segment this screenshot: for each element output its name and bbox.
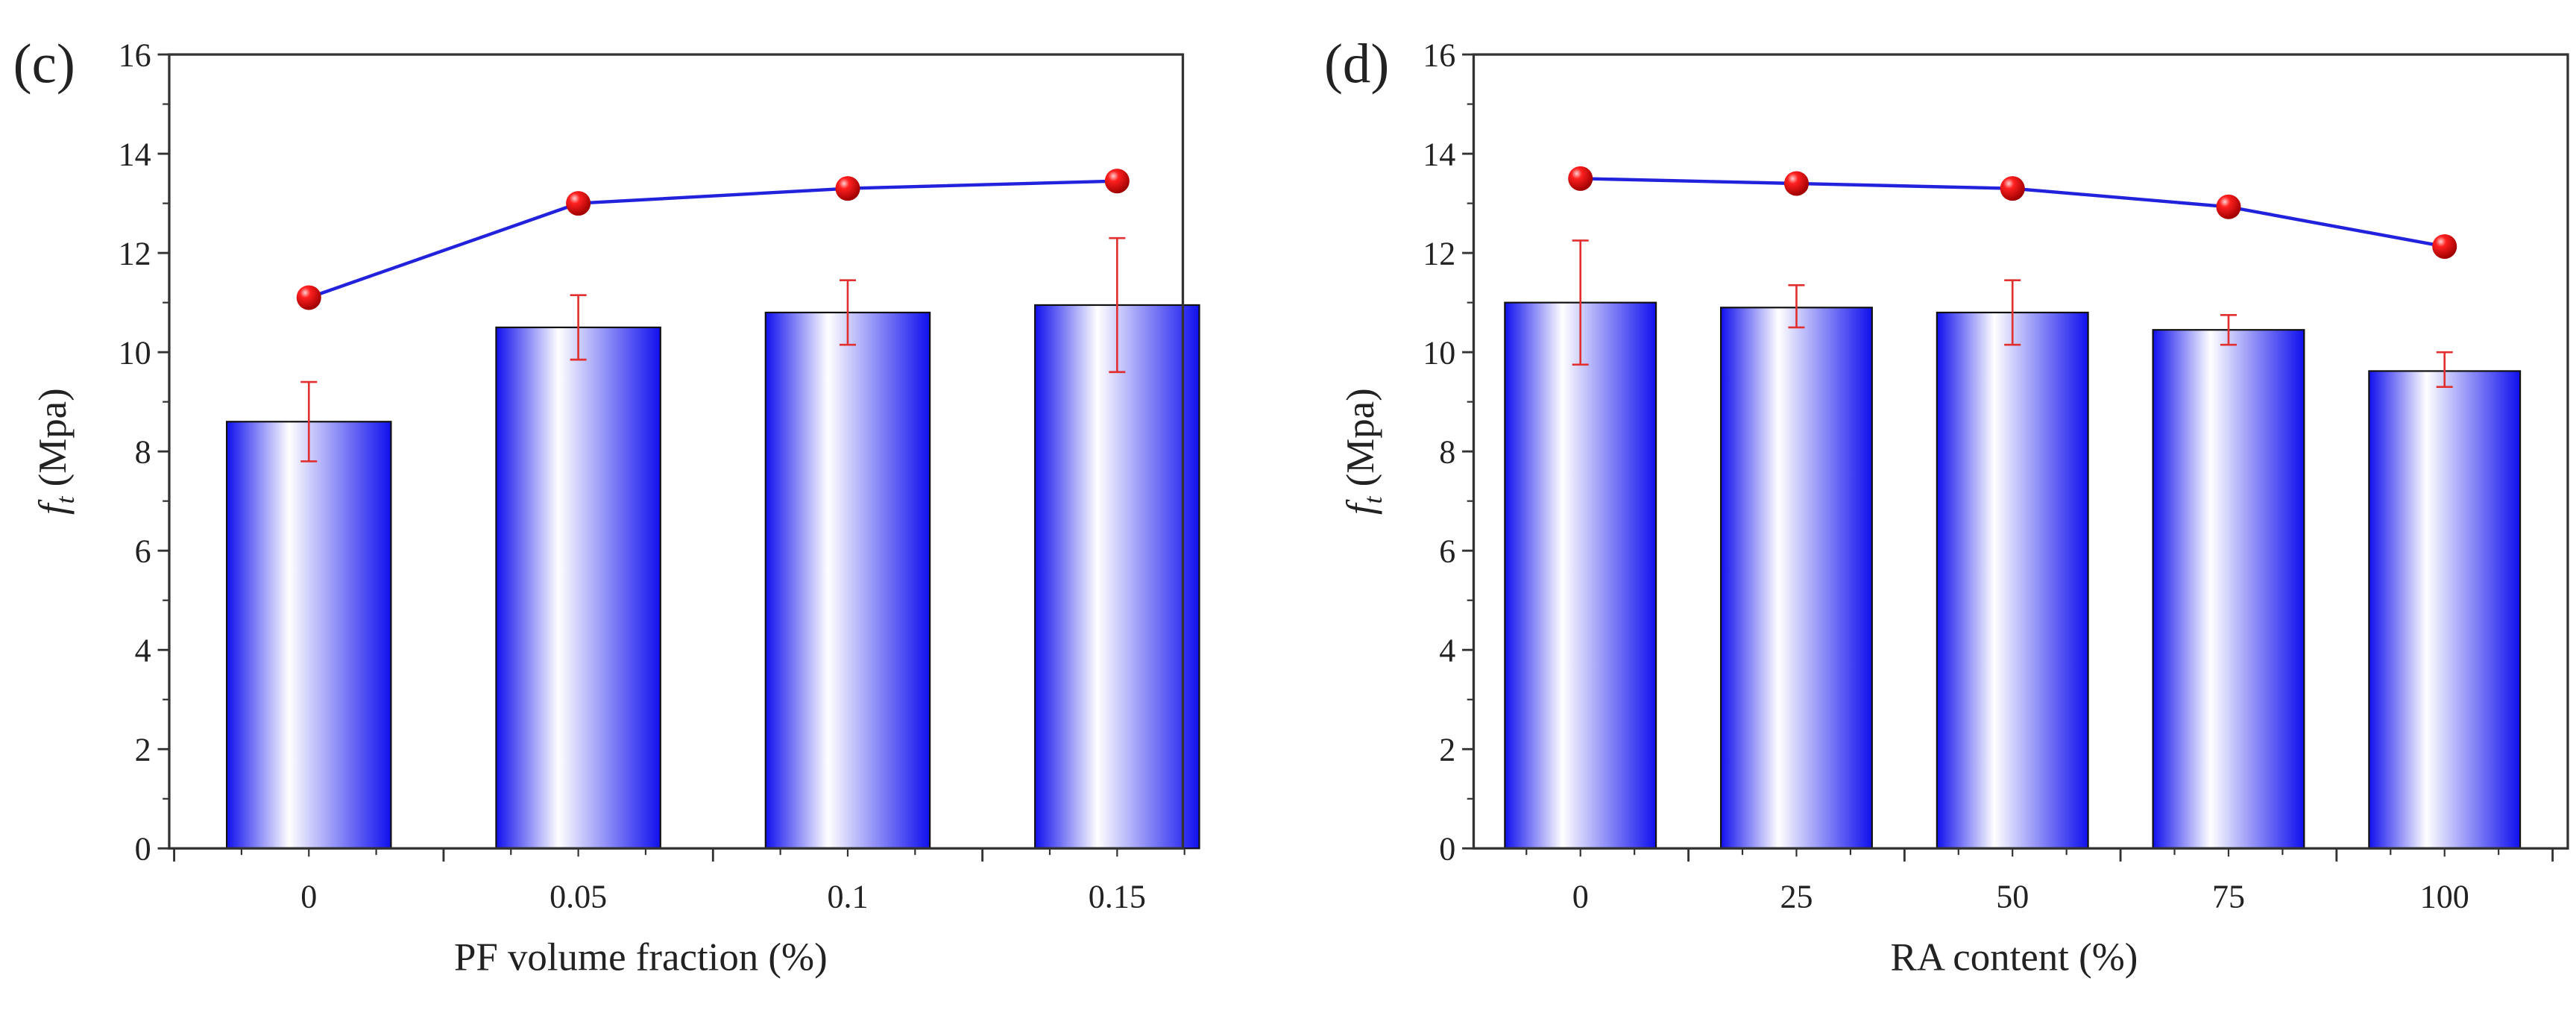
bar [764, 311, 931, 850]
x-axis-label: RA content (%) [1890, 935, 2138, 979]
y-tick-label: 0 [1439, 831, 1455, 868]
line-point [2216, 194, 2241, 219]
y-tick-label: 8 [1439, 434, 1455, 471]
error-bar [300, 380, 318, 462]
x-tick-label: 75 [2212, 879, 2245, 915]
bar [1504, 301, 1657, 850]
error-bar [2436, 351, 2453, 389]
bar [1720, 307, 1873, 850]
x-tick-label: 0 [1572, 879, 1589, 915]
x-tick-label: 25 [1780, 879, 1813, 915]
y-tick-label: 4 [1439, 633, 1455, 669]
line-point [296, 285, 321, 310]
x-tick-label: 0 [300, 879, 317, 915]
error-bar [2004, 279, 2021, 346]
x-axis-label: PF volume fraction (%) [454, 935, 828, 979]
line-point [2432, 233, 2457, 259]
line-point [1104, 169, 1130, 194]
line-point [1783, 171, 1809, 196]
y-axis-label-subscript: t [51, 495, 80, 504]
chart-panel-c: 0 2 4 6 8 10 12 14 16 0 0.05 0.1 0.15 PF volume fract… [13, 34, 1200, 979]
error-bar [2220, 313, 2237, 346]
error-bar [570, 294, 587, 361]
x-tick-label: 0.1 [827, 879, 868, 915]
y-tick-label: 10 [119, 335, 151, 371]
y-tick-label: 6 [1439, 533, 1455, 570]
panel-label: (d) [1324, 34, 1389, 95]
bar [1034, 304, 1200, 850]
y-tick-label: 10 [1423, 335, 1455, 371]
error-bar [839, 279, 856, 346]
bar [1936, 311, 2089, 850]
bar [2152, 329, 2305, 850]
y-tick-label: 14 [119, 137, 151, 173]
y-axis-label: ft (Mpa) [31, 388, 80, 515]
x-tick-label: 0.15 [1089, 879, 1146, 915]
x-tick-label: 50 [1996, 879, 2029, 915]
y-tick-label: 0 [135, 831, 151, 868]
chart-panel-d: 0 2 4 6 8 10 12 14 16 0 25 50 75 100 RA content (%) ft … [1324, 34, 2569, 979]
bar [225, 421, 392, 850]
x-tick-label: 100 [2420, 879, 2469, 915]
line-point [835, 176, 860, 201]
y-tick-label: 12 [119, 236, 151, 272]
y-tick-label: 2 [135, 732, 151, 768]
y-tick-label: 16 [1423, 37, 1455, 73]
y-tick-label: 4 [135, 633, 151, 669]
series-line [308, 179, 1118, 300]
y-tick-label: 6 [135, 533, 151, 570]
y-tick-label: 14 [1423, 137, 1455, 173]
y-axis-label-unit: (Mpa) [1339, 388, 1382, 496]
error-bar [1572, 239, 1589, 366]
y-tick-label: 16 [119, 37, 151, 73]
line-point [1568, 166, 1593, 191]
line-point [566, 191, 591, 216]
y-tick-label: 12 [1423, 236, 1455, 272]
y-axis-label-subscript: t [1358, 495, 1388, 504]
y-tick-label: 2 [1439, 732, 1455, 768]
x-tick-label: 0.05 [549, 879, 607, 915]
error-bar [1788, 284, 1805, 329]
bar [495, 326, 661, 850]
y-tick-label: 8 [135, 434, 151, 471]
error-bar [1109, 236, 1126, 374]
y-axis-label-unit: (Mpa) [31, 388, 75, 496]
panel-label: (c) [13, 34, 75, 95]
bar [2368, 370, 2522, 850]
y-axis-label: ft (Mpa) [1339, 388, 1388, 515]
line-point [2000, 176, 2025, 201]
